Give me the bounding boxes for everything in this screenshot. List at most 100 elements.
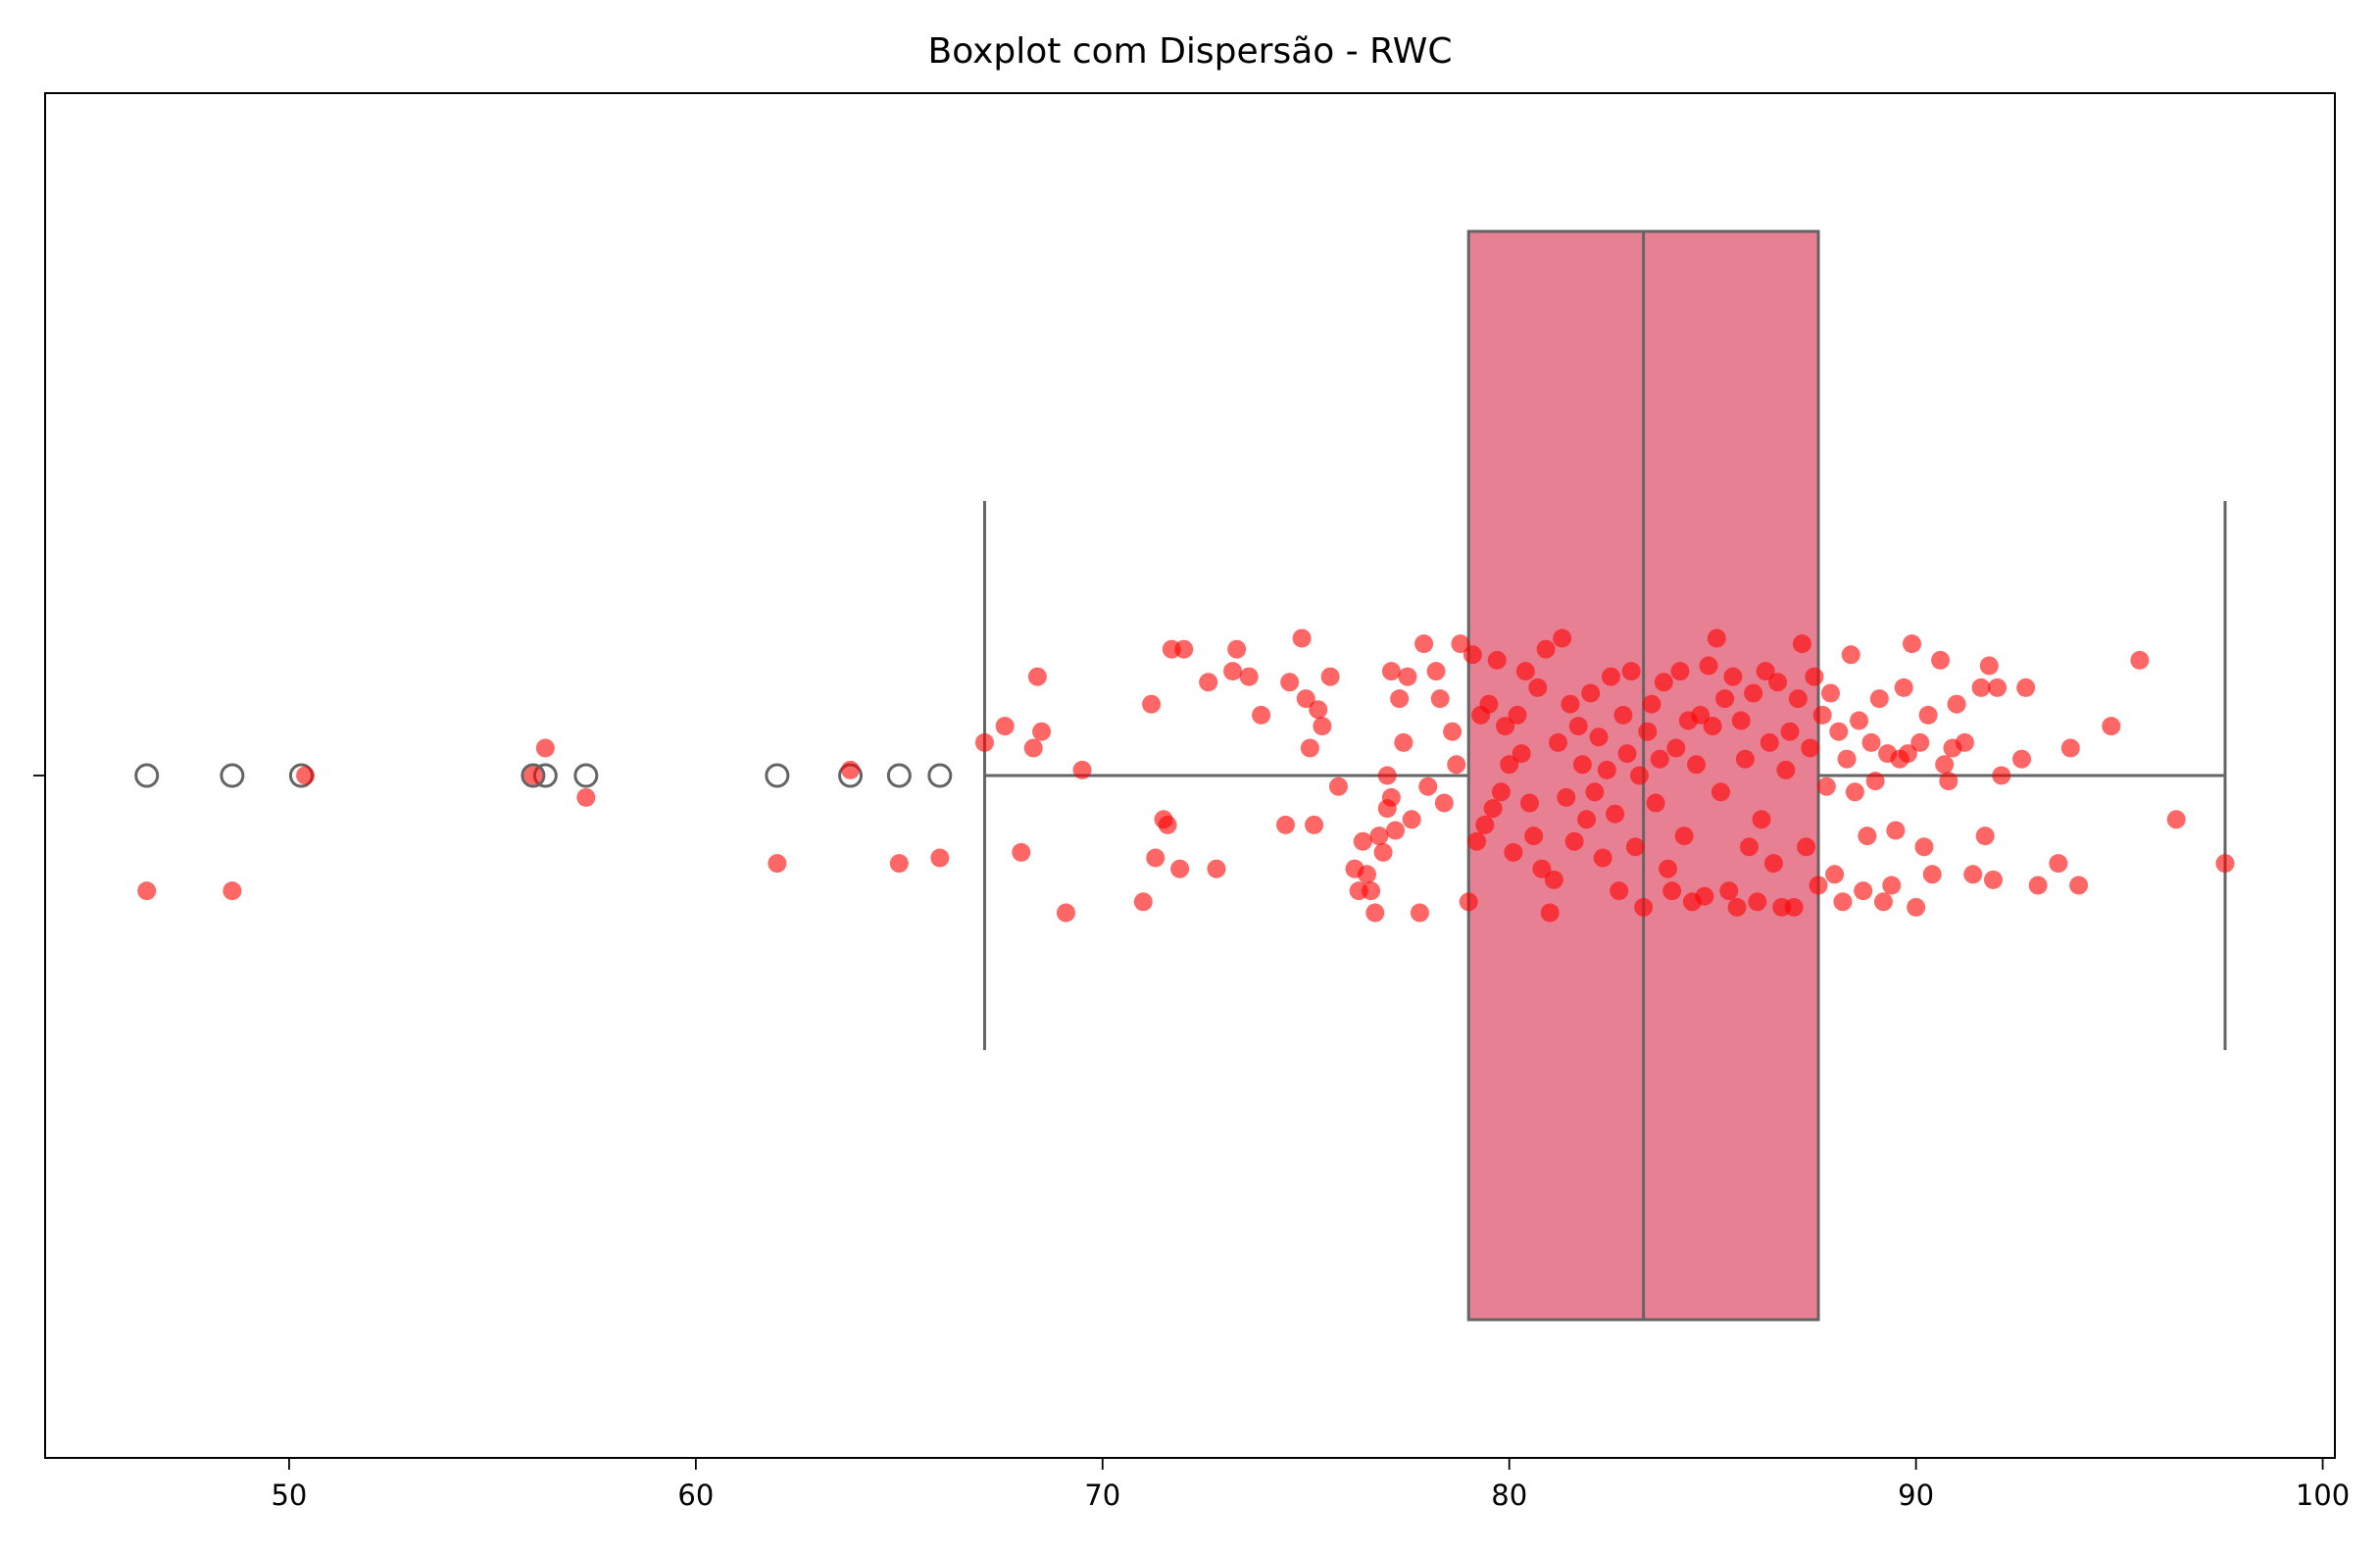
data-point xyxy=(1410,903,1429,923)
data-point xyxy=(1947,694,1966,714)
data-point xyxy=(1971,677,1991,697)
data-point xyxy=(1894,677,1913,697)
data-point xyxy=(1654,673,1673,692)
data-point xyxy=(1629,766,1649,785)
data-point xyxy=(1593,848,1612,868)
data-point xyxy=(1553,628,1572,648)
data-point xyxy=(1589,727,1609,747)
outlier-marker xyxy=(765,763,790,788)
data-point xyxy=(889,854,909,874)
data-point xyxy=(2028,876,2048,895)
data-point xyxy=(1760,732,1779,752)
data-point xyxy=(1309,700,1328,720)
data-point xyxy=(1845,782,1864,802)
x-tick-label: 70 xyxy=(1084,1479,1120,1512)
data-point xyxy=(1512,744,1531,764)
x-axis: 50 60 70 80 90 100 xyxy=(271,1458,2350,1512)
data-point xyxy=(1398,667,1417,686)
data-point xyxy=(1979,656,1999,676)
data-point xyxy=(1296,689,1315,709)
data-point xyxy=(1642,694,1661,714)
data-point xyxy=(1882,876,1902,895)
data-point xyxy=(2215,854,2235,874)
data-point xyxy=(1504,842,1523,862)
data-point xyxy=(1740,837,1760,857)
data-point xyxy=(1809,876,1828,895)
data-point xyxy=(1515,662,1535,681)
data-point xyxy=(1975,827,1995,846)
data-point xyxy=(1223,662,1243,681)
data-point xyxy=(1581,683,1601,703)
data-point xyxy=(296,766,316,785)
x-tick-label: 80 xyxy=(1491,1479,1527,1512)
data-point xyxy=(1386,821,1406,840)
data-point xyxy=(1012,842,1031,862)
data-point xyxy=(1931,650,1951,670)
data-point xyxy=(1963,865,1983,884)
data-point xyxy=(1650,749,1669,769)
data-point xyxy=(1239,667,1259,686)
data-point xyxy=(1597,760,1616,779)
data-point xyxy=(1564,831,1584,851)
data-point xyxy=(1898,744,1917,764)
data-point xyxy=(1780,722,1800,741)
data-point xyxy=(1670,662,1690,681)
data-point xyxy=(1792,634,1811,654)
outlier-marker xyxy=(927,763,953,788)
data-point xyxy=(1369,827,1389,846)
data-point xyxy=(1536,639,1556,659)
data-point xyxy=(1833,892,1853,912)
data-point xyxy=(1914,837,1934,857)
data-point xyxy=(1056,903,1075,923)
plot-area xyxy=(134,229,2235,1322)
data-point xyxy=(1910,732,1930,752)
data-point xyxy=(1414,634,1434,654)
data-point xyxy=(1276,815,1296,834)
data-point xyxy=(1390,689,1410,709)
data-point xyxy=(841,760,861,779)
data-point xyxy=(1625,837,1645,857)
data-point xyxy=(1850,711,1869,730)
data-point xyxy=(1572,755,1592,775)
data-point xyxy=(1610,881,1629,901)
data-point xyxy=(1646,793,1665,813)
data-point xyxy=(1320,667,1340,686)
data-point xyxy=(1703,717,1722,736)
data-point xyxy=(1784,897,1804,917)
data-point xyxy=(535,738,555,758)
data-point xyxy=(2060,738,2080,758)
data-point xyxy=(1174,639,1194,659)
axes-frame xyxy=(44,92,2336,1459)
data-point xyxy=(1638,722,1658,741)
data-point xyxy=(1313,717,1332,736)
data-point xyxy=(1443,722,1463,741)
data-point xyxy=(1483,799,1503,819)
data-point xyxy=(1532,859,1552,878)
data-point xyxy=(1788,689,1808,709)
data-point xyxy=(2012,749,2032,769)
data-point xyxy=(1252,705,1271,725)
data-point xyxy=(1902,634,1921,654)
data-point xyxy=(1687,755,1707,775)
data-point xyxy=(1353,831,1372,851)
data-point xyxy=(576,787,596,807)
data-point xyxy=(1662,881,1682,901)
data-point xyxy=(1568,717,1588,736)
data-point xyxy=(1561,694,1580,714)
outlier-marker xyxy=(134,763,160,788)
outlier-marker xyxy=(521,763,546,788)
data-point xyxy=(1491,782,1511,802)
data-point xyxy=(1768,673,1788,692)
data-point xyxy=(1797,837,1816,857)
data-point xyxy=(1227,639,1247,659)
data-point xyxy=(1613,705,1633,725)
data-point xyxy=(1524,827,1544,846)
data-point xyxy=(1381,787,1401,807)
data-point xyxy=(1858,827,1877,846)
data-point xyxy=(137,881,157,901)
data-point xyxy=(1801,738,1820,758)
data-point xyxy=(223,881,242,901)
data-point xyxy=(1463,645,1482,665)
data-point xyxy=(1577,810,1597,829)
